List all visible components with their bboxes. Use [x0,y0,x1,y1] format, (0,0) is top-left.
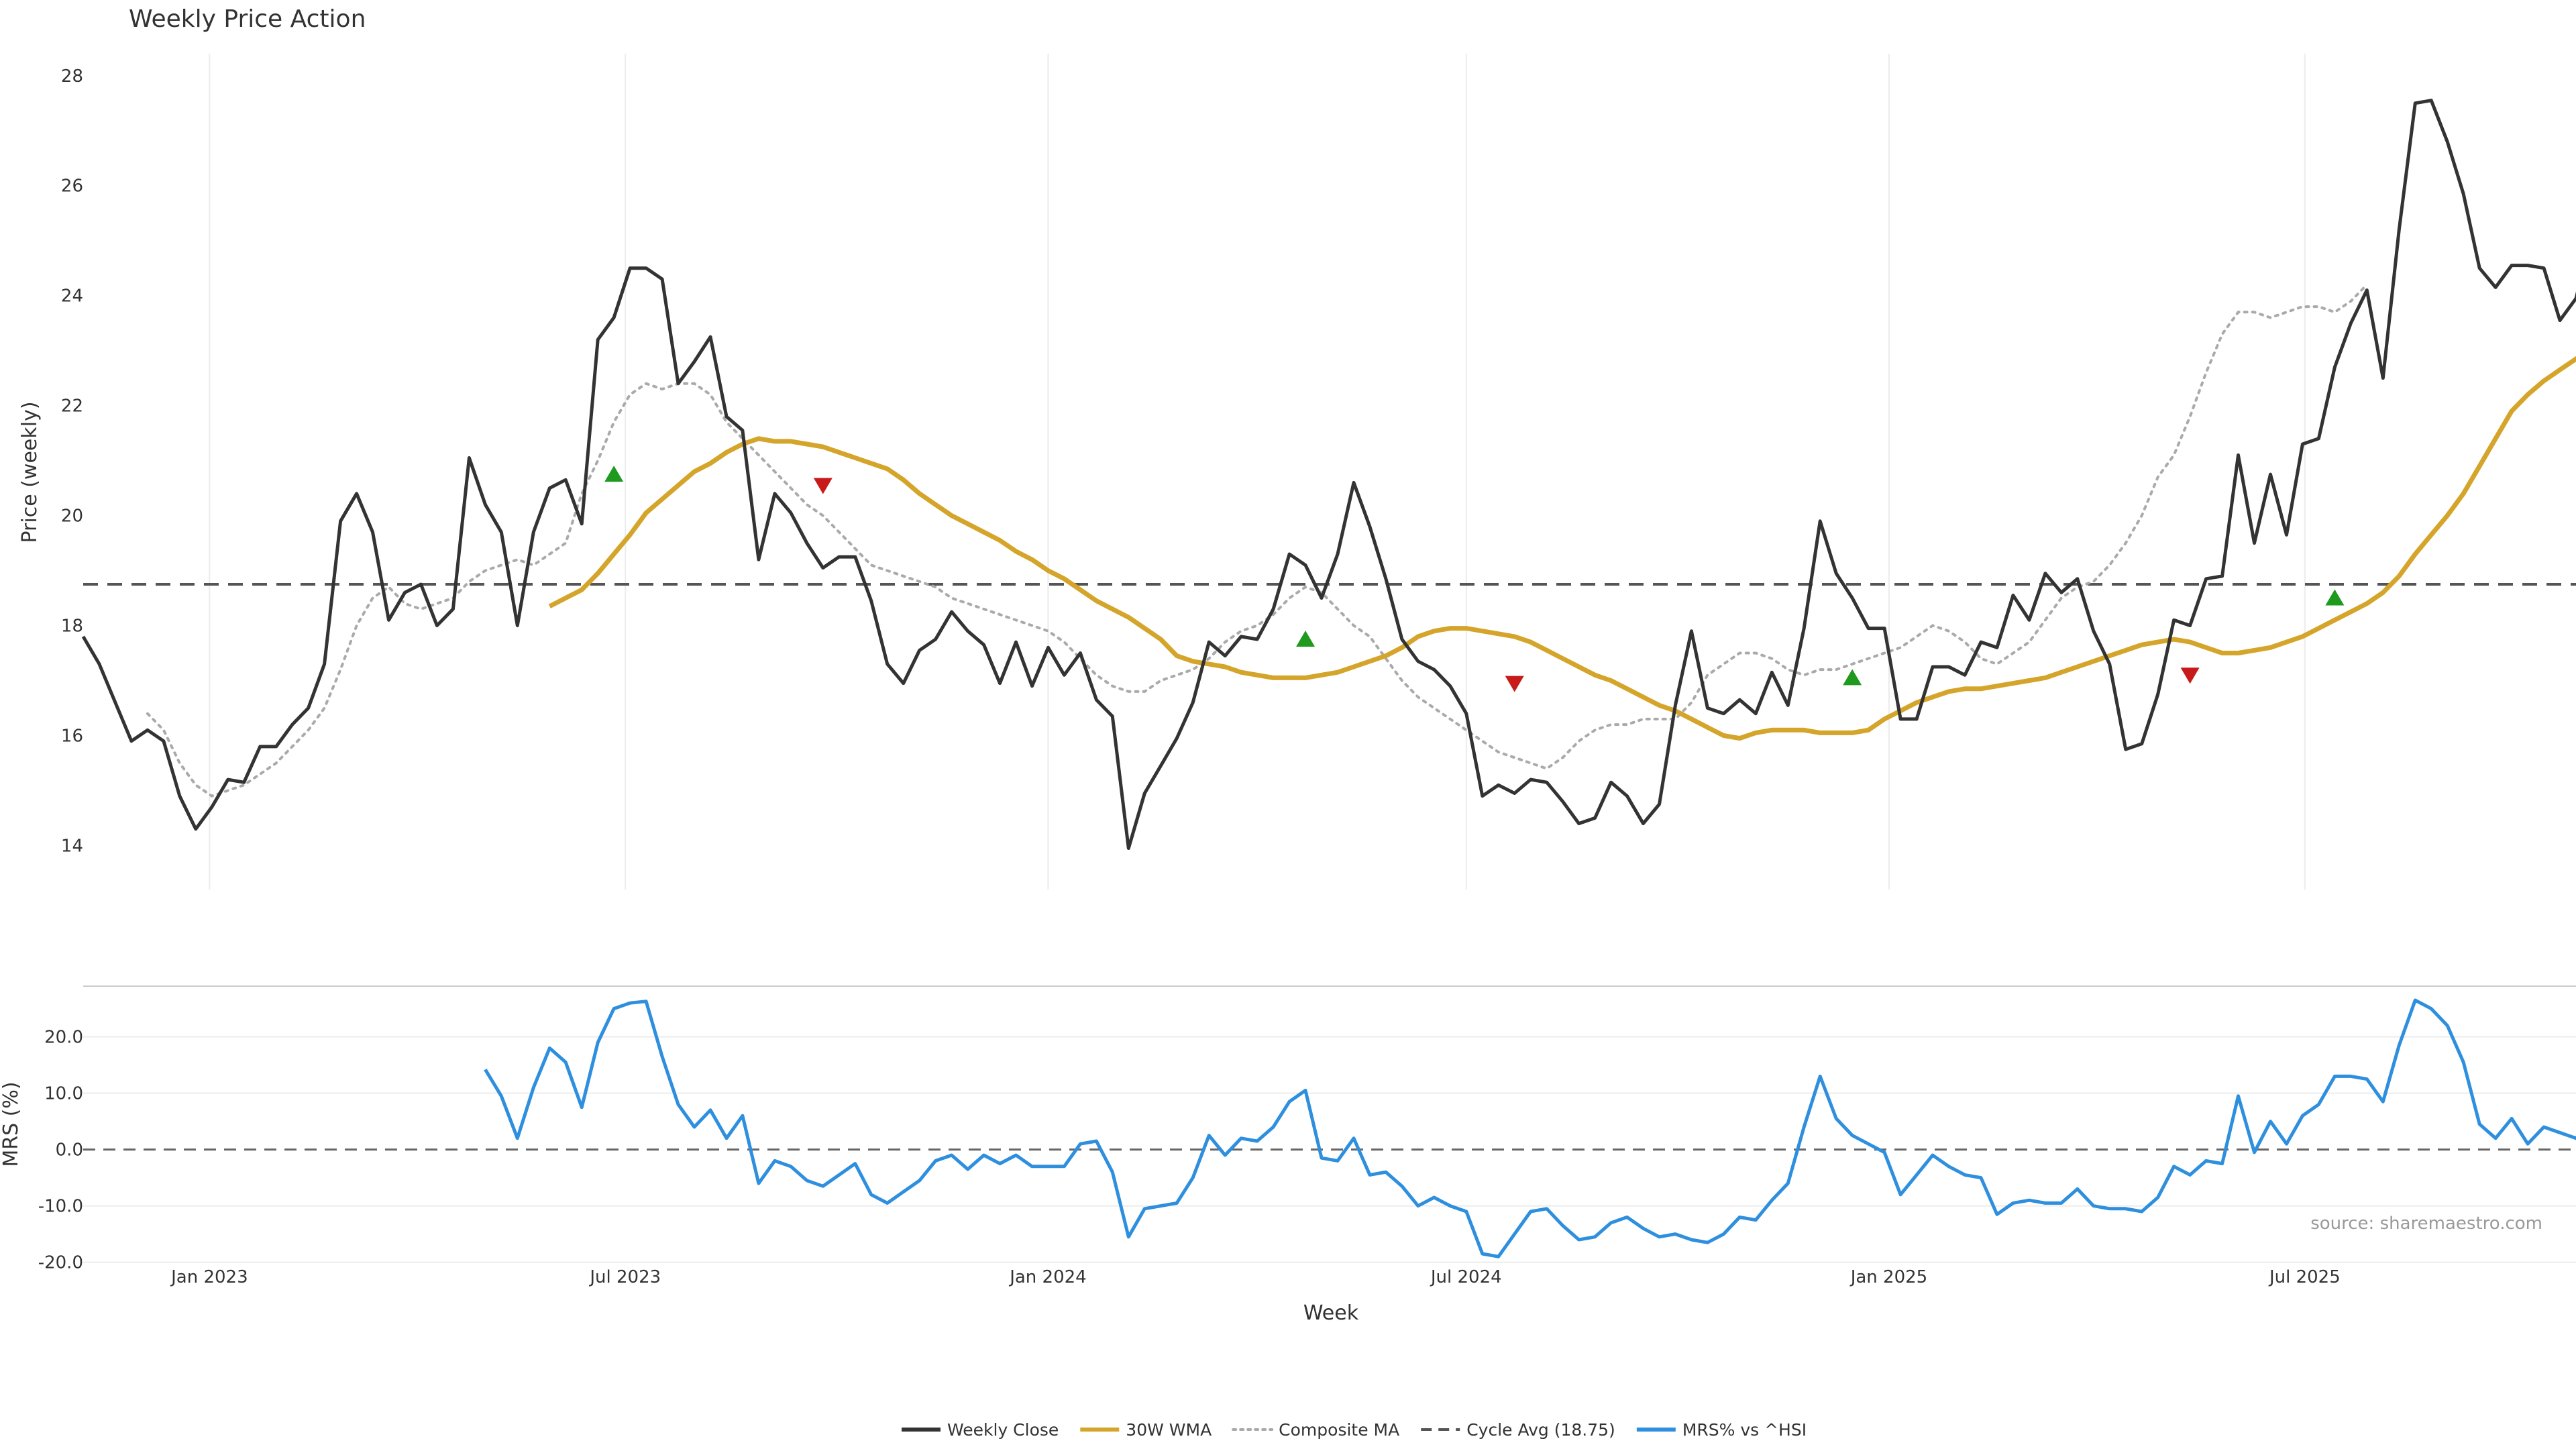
legend-label-wma30: 30W WMA [1126,1420,1212,1440]
mrs-y-tick-label: -10.0 [38,1197,83,1217]
price-y-tick-label: 20 [61,506,83,527]
price-y-axis-label: Price (weekly) [18,401,42,543]
legend-label-mrs: MRS% vs ^HSI [1682,1420,1807,1440]
legend-item-mrs: MRS% vs ^HSI [1636,1420,1807,1440]
legend-item-composite: Composite MA [1232,1420,1399,1440]
wma30-line [548,356,2576,741]
composite-ma-line [146,283,2369,798]
mrs-y-tick-label: -20.0 [38,1253,83,1273]
source-note: source: sharemaestro.com [2310,1214,2542,1234]
buy-signal-marker [2325,589,2345,606]
x-axis-ticks: Jan 2023 Jul 2023 Jan 2024 Jul 2024 Jan 2025… [170,1267,2341,1287]
price-panel: 14 16 18 20 22 24 26 28 [61,54,2576,890]
mrs-y-tick-label: 0.0 [56,1140,83,1161]
legend-item-cycle: Cycle Avg (18.75) [1421,1420,1615,1440]
legend-label-composite: Composite MA [1279,1420,1399,1440]
chart-title: Weekly Price Action [129,5,366,33]
weekly-close-line [81,99,2576,850]
price-y-ticks: 14 16 18 20 22 24 26 28 [61,66,83,857]
price-y-tick-label: 26 [61,176,83,197]
x-tick-label: Jan 2024 [1008,1267,1087,1287]
x-tick-label: Jul 2025 [2268,1267,2341,1287]
signal-markers [604,466,2345,692]
legend-item-close: Weekly Close [902,1420,1059,1440]
legend-label-cycle: Cycle Avg (18.75) [1466,1420,1615,1440]
legend: Weekly Close 30W WMA Composite MA Cycle Avg… [902,1420,1807,1440]
mrs-y-ticks: -20.0 -10.0 0.0 10.0 20.0 [38,1028,83,1273]
price-y-tick-label: 14 [61,836,83,856]
buy-signal-marker [1843,669,1862,686]
mrs-y-tick-label: 20.0 [44,1028,83,1048]
mrs-line [484,998,2576,1258]
mrs-y-axis-label: MRS (%) [0,1081,23,1167]
buy-signal-marker [1296,631,1316,647]
legend-label-close: Weekly Close [947,1420,1059,1440]
legend-item-wma30: 30W WMA [1080,1420,1212,1440]
price-y-tick-label: 16 [61,726,83,746]
sell-signal-marker [2180,667,2200,684]
price-y-tick-label: 22 [61,396,83,417]
x-tick-label: Jan 2023 [170,1267,248,1287]
price-y-tick-label: 24 [61,286,83,307]
buy-signal-marker [604,466,624,482]
price-y-tick-label: 18 [61,616,83,637]
mrs-panel: -20.0 -10.0 0.0 10.0 20.0 [38,998,2576,1273]
price-gridlines [209,54,2306,890]
x-tick-label: Jul 2024 [1430,1267,1502,1287]
x-tick-label: Jan 2025 [1849,1267,1928,1287]
mrs-y-tick-label: 10.0 [44,1084,83,1104]
sell-signal-marker [813,478,833,494]
x-axis-label: Week [1303,1301,1359,1325]
sell-signal-marker [1505,676,1524,692]
price-y-tick-label: 28 [61,66,83,87]
x-tick-label: Jul 2023 [588,1267,661,1287]
